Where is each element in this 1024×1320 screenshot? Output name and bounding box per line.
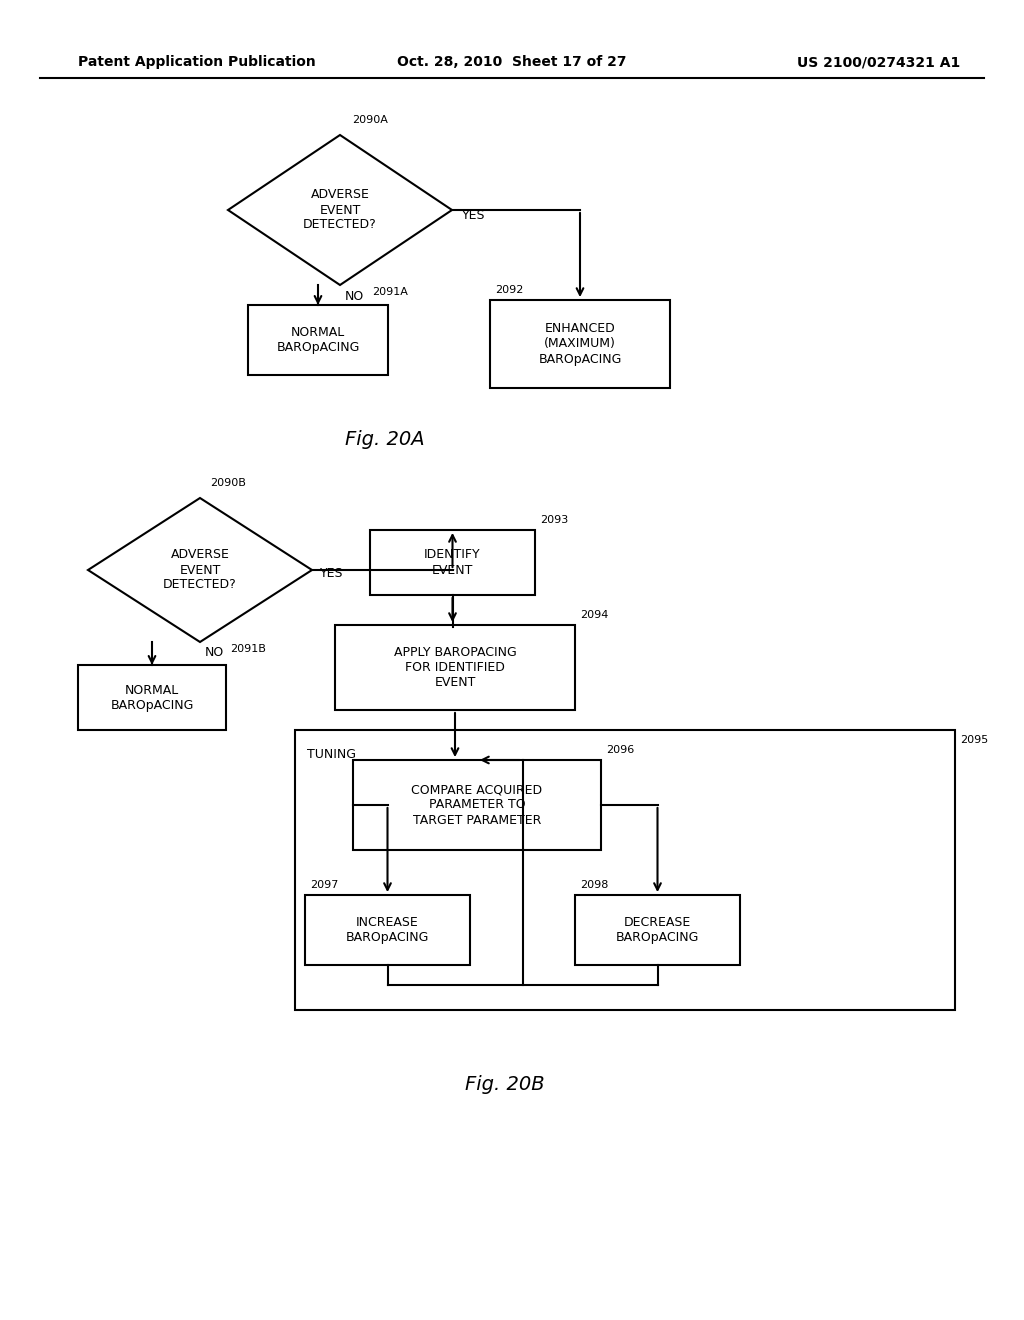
Text: NORMAL
BAROpACING: NORMAL BAROpACING bbox=[111, 684, 194, 711]
Bar bbox=[370, 531, 535, 595]
Text: INCREASE
BAROpACING: INCREASE BAROpACING bbox=[346, 916, 429, 944]
Text: 2095: 2095 bbox=[961, 735, 988, 744]
Text: Patent Application Publication: Patent Application Publication bbox=[78, 55, 315, 69]
Bar bbox=[353, 760, 601, 850]
Text: Oct. 28, 2010  Sheet 17 of 27: Oct. 28, 2010 Sheet 17 of 27 bbox=[397, 55, 627, 69]
Bar bbox=[78, 665, 226, 730]
Text: 2096: 2096 bbox=[606, 744, 634, 755]
Text: Fig. 20B: Fig. 20B bbox=[465, 1074, 545, 1094]
Bar bbox=[295, 730, 955, 1010]
Bar bbox=[248, 305, 388, 375]
Bar bbox=[305, 895, 470, 965]
Text: 2090A: 2090A bbox=[352, 115, 388, 125]
Text: 2091B: 2091B bbox=[230, 644, 266, 653]
Text: ADVERSE
EVENT
DETECTED?: ADVERSE EVENT DETECTED? bbox=[303, 189, 377, 231]
Text: 2094: 2094 bbox=[580, 610, 608, 620]
Text: DECREASE
BAROpACING: DECREASE BAROpACING bbox=[615, 916, 699, 944]
Text: IDENTIFY
EVENT: IDENTIFY EVENT bbox=[424, 549, 481, 577]
Text: TUNING: TUNING bbox=[307, 748, 356, 762]
Text: ENHANCED
(MAXIMUM)
BAROpACING: ENHANCED (MAXIMUM) BAROpACING bbox=[539, 322, 622, 366]
Text: 2093: 2093 bbox=[540, 515, 568, 525]
Text: YES: YES bbox=[462, 209, 485, 222]
Text: 2092: 2092 bbox=[495, 285, 523, 294]
Bar bbox=[335, 624, 575, 710]
Bar bbox=[575, 895, 740, 965]
Text: ADVERSE
EVENT
DETECTED?: ADVERSE EVENT DETECTED? bbox=[163, 549, 237, 591]
Text: NO: NO bbox=[345, 290, 365, 304]
Text: NO: NO bbox=[205, 645, 224, 659]
Text: 2097: 2097 bbox=[310, 880, 338, 890]
Text: 2098: 2098 bbox=[580, 880, 608, 890]
Text: NORMAL
BAROpACING: NORMAL BAROpACING bbox=[276, 326, 359, 354]
Text: COMPARE ACQUIRED
PARAMETER TO
TARGET PARAMETER: COMPARE ACQUIRED PARAMETER TO TARGET PAR… bbox=[412, 784, 543, 826]
Text: APPLY BAROPACING
FOR IDENTIFIED
EVENT: APPLY BAROPACING FOR IDENTIFIED EVENT bbox=[393, 645, 516, 689]
Bar bbox=[490, 300, 670, 388]
Text: Fig. 20A: Fig. 20A bbox=[345, 430, 425, 449]
Text: YES: YES bbox=[319, 568, 343, 579]
Text: 2091A: 2091A bbox=[372, 286, 408, 297]
Text: US 2100/0274321 A1: US 2100/0274321 A1 bbox=[797, 55, 961, 69]
Text: 2090B: 2090B bbox=[210, 478, 246, 488]
